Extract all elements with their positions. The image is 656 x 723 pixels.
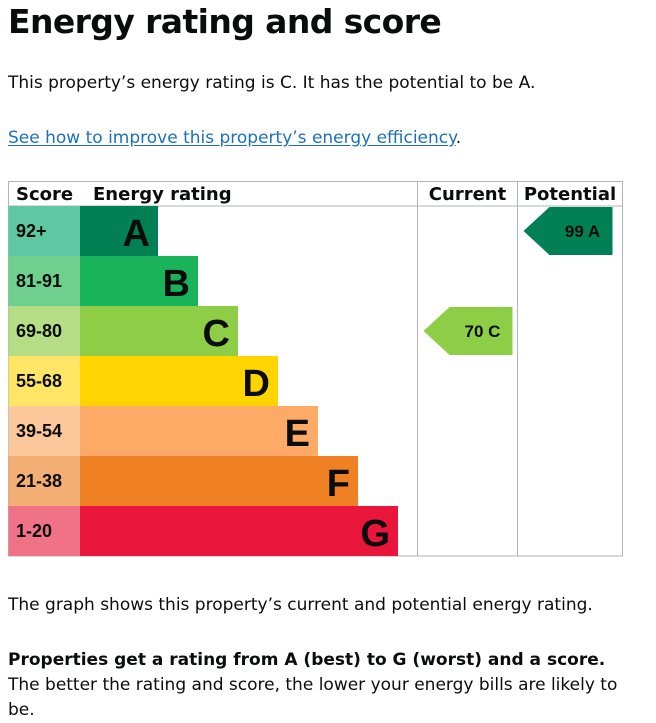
score-range-e: 39-54 [16, 421, 62, 441]
score-cell-c [8, 306, 80, 356]
header-potential: Potential [524, 184, 616, 205]
rating-bar-e [80, 406, 318, 456]
rating-explanation-rest: The better the rating and score, the low… [8, 675, 618, 720]
current-arrow [423, 307, 513, 355]
rating-explanation: Properties get a rating from A (best) to… [8, 648, 628, 723]
header-current: Current [429, 184, 507, 205]
rating-bar-b [80, 256, 198, 306]
current-rating-label: 70 C [465, 322, 501, 341]
rating-letter-f: F [327, 463, 350, 505]
energy-rating-chart: Score Energy rating Current Potential 92+ A 81… [8, 181, 623, 557]
improve-paragraph: See how to improve this property’s energ… [8, 126, 628, 151]
improve-efficiency-link[interactable]: See how to improve this property’s energ… [8, 128, 456, 148]
rating-bar-a [80, 206, 158, 256]
score-range-f: 21-38 [16, 471, 62, 491]
rating-letter-d: D [243, 363, 270, 405]
score-cell-e [8, 406, 80, 456]
score-range-d: 55-68 [16, 371, 62, 391]
score-range-a: 92+ [16, 221, 47, 241]
rating-bar-f [80, 456, 358, 506]
header-score: Score [16, 184, 73, 205]
potential-rating-label: 99 A [565, 222, 600, 241]
score-cell-f [8, 456, 80, 506]
rating-summary: This property’s energy rating is C. It h… [8, 73, 536, 93]
rating-explanation-bold: Properties get a rating from A (best) to… [8, 650, 606, 670]
score-cell-g [8, 506, 80, 556]
score-range-c: 69-80 [16, 321, 62, 341]
rating-letter-c: C [203, 313, 230, 355]
rating-bar-g [80, 506, 398, 556]
rating-bar-c [80, 306, 238, 356]
header-energy-rating: Energy rating [93, 184, 232, 205]
rating-bar-d [80, 356, 278, 406]
rating-letter-g: G [360, 513, 390, 555]
rating-letter-b: B [163, 263, 190, 305]
graph-caption: The graph shows this property’s current … [8, 595, 593, 615]
rating-letter-e: E [285, 413, 310, 455]
score-cell-a [8, 206, 80, 256]
score-cell-d [8, 356, 80, 406]
rating-letter-a: A [123, 213, 150, 255]
page-title: Energy rating and score [8, 2, 442, 41]
improve-suffix: . [455, 128, 462, 148]
score-cell-b [8, 256, 80, 306]
score-range-b: 81-91 [16, 271, 62, 291]
potential-arrow [523, 207, 613, 255]
score-range-g: 1-20 [16, 521, 52, 541]
